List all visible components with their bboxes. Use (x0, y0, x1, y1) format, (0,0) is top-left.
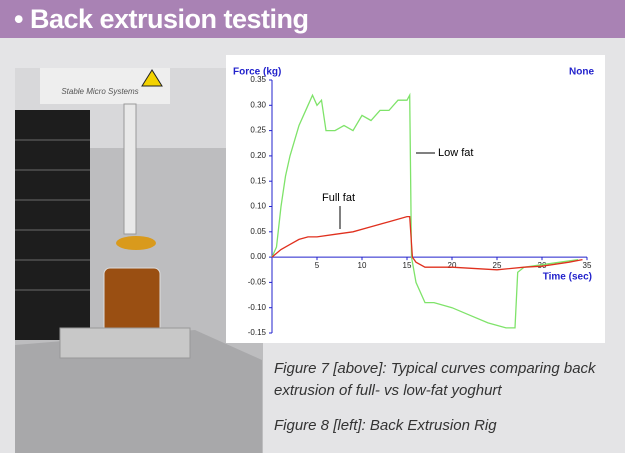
x-tick-label: 15 (403, 261, 412, 270)
x-tick-label: 35 (583, 261, 592, 270)
y-tick-label: 0.00 (250, 252, 266, 261)
y-tick-label: -0.10 (248, 303, 267, 312)
x-tick-label: 25 (493, 261, 502, 270)
legend-label: Low fat (438, 147, 473, 159)
y-tick-label: 0.15 (250, 176, 266, 185)
y-tick-label: -0.15 (248, 328, 267, 337)
y-tick-label: 0.05 (250, 227, 266, 236)
caption-figure7: Figure 7 [above]: Typical curves compari… (274, 358, 596, 402)
y-axis-label: Force (kg) (233, 67, 281, 78)
caption-line: Figure 7 [above]: Typical curves compari… (274, 360, 596, 377)
photo-brand: Stable Micro Systems (61, 87, 138, 96)
x-tick-label: 5 (315, 261, 320, 270)
series-line (271, 92, 579, 329)
y-tick-label: 0.30 (250, 100, 266, 109)
x-tick-label: 20 (448, 261, 457, 270)
chart-panel (226, 55, 605, 343)
y-tick-label: 0.20 (250, 151, 266, 160)
caption-line: extrusion of full- vs low-fat yoghurt (274, 382, 502, 399)
y-tick-label: -0.05 (248, 278, 267, 287)
series-line (271, 215, 583, 271)
header-title: • Back extrusion testing (0, 0, 625, 38)
caption-figure8: Figure 8 [left]: Back Extrusion Rig (274, 417, 497, 434)
y-tick-label: 0.25 (250, 126, 266, 135)
photo: Stable Micro Systems (15, 68, 263, 453)
chart: 0.35 0.30 0.25 0.20 0.15 0.10 0.05 0.00 -0.05 -0.… (233, 67, 594, 337)
y-tick-label: 0.10 (250, 202, 266, 211)
legend-label: Full fat (322, 192, 355, 204)
x-tick-label: 10 (358, 261, 367, 270)
x-axis-label: Time (sec) (543, 272, 592, 283)
top-right-label: None (569, 67, 594, 78)
y-tick-label: 0.35 (250, 75, 266, 84)
